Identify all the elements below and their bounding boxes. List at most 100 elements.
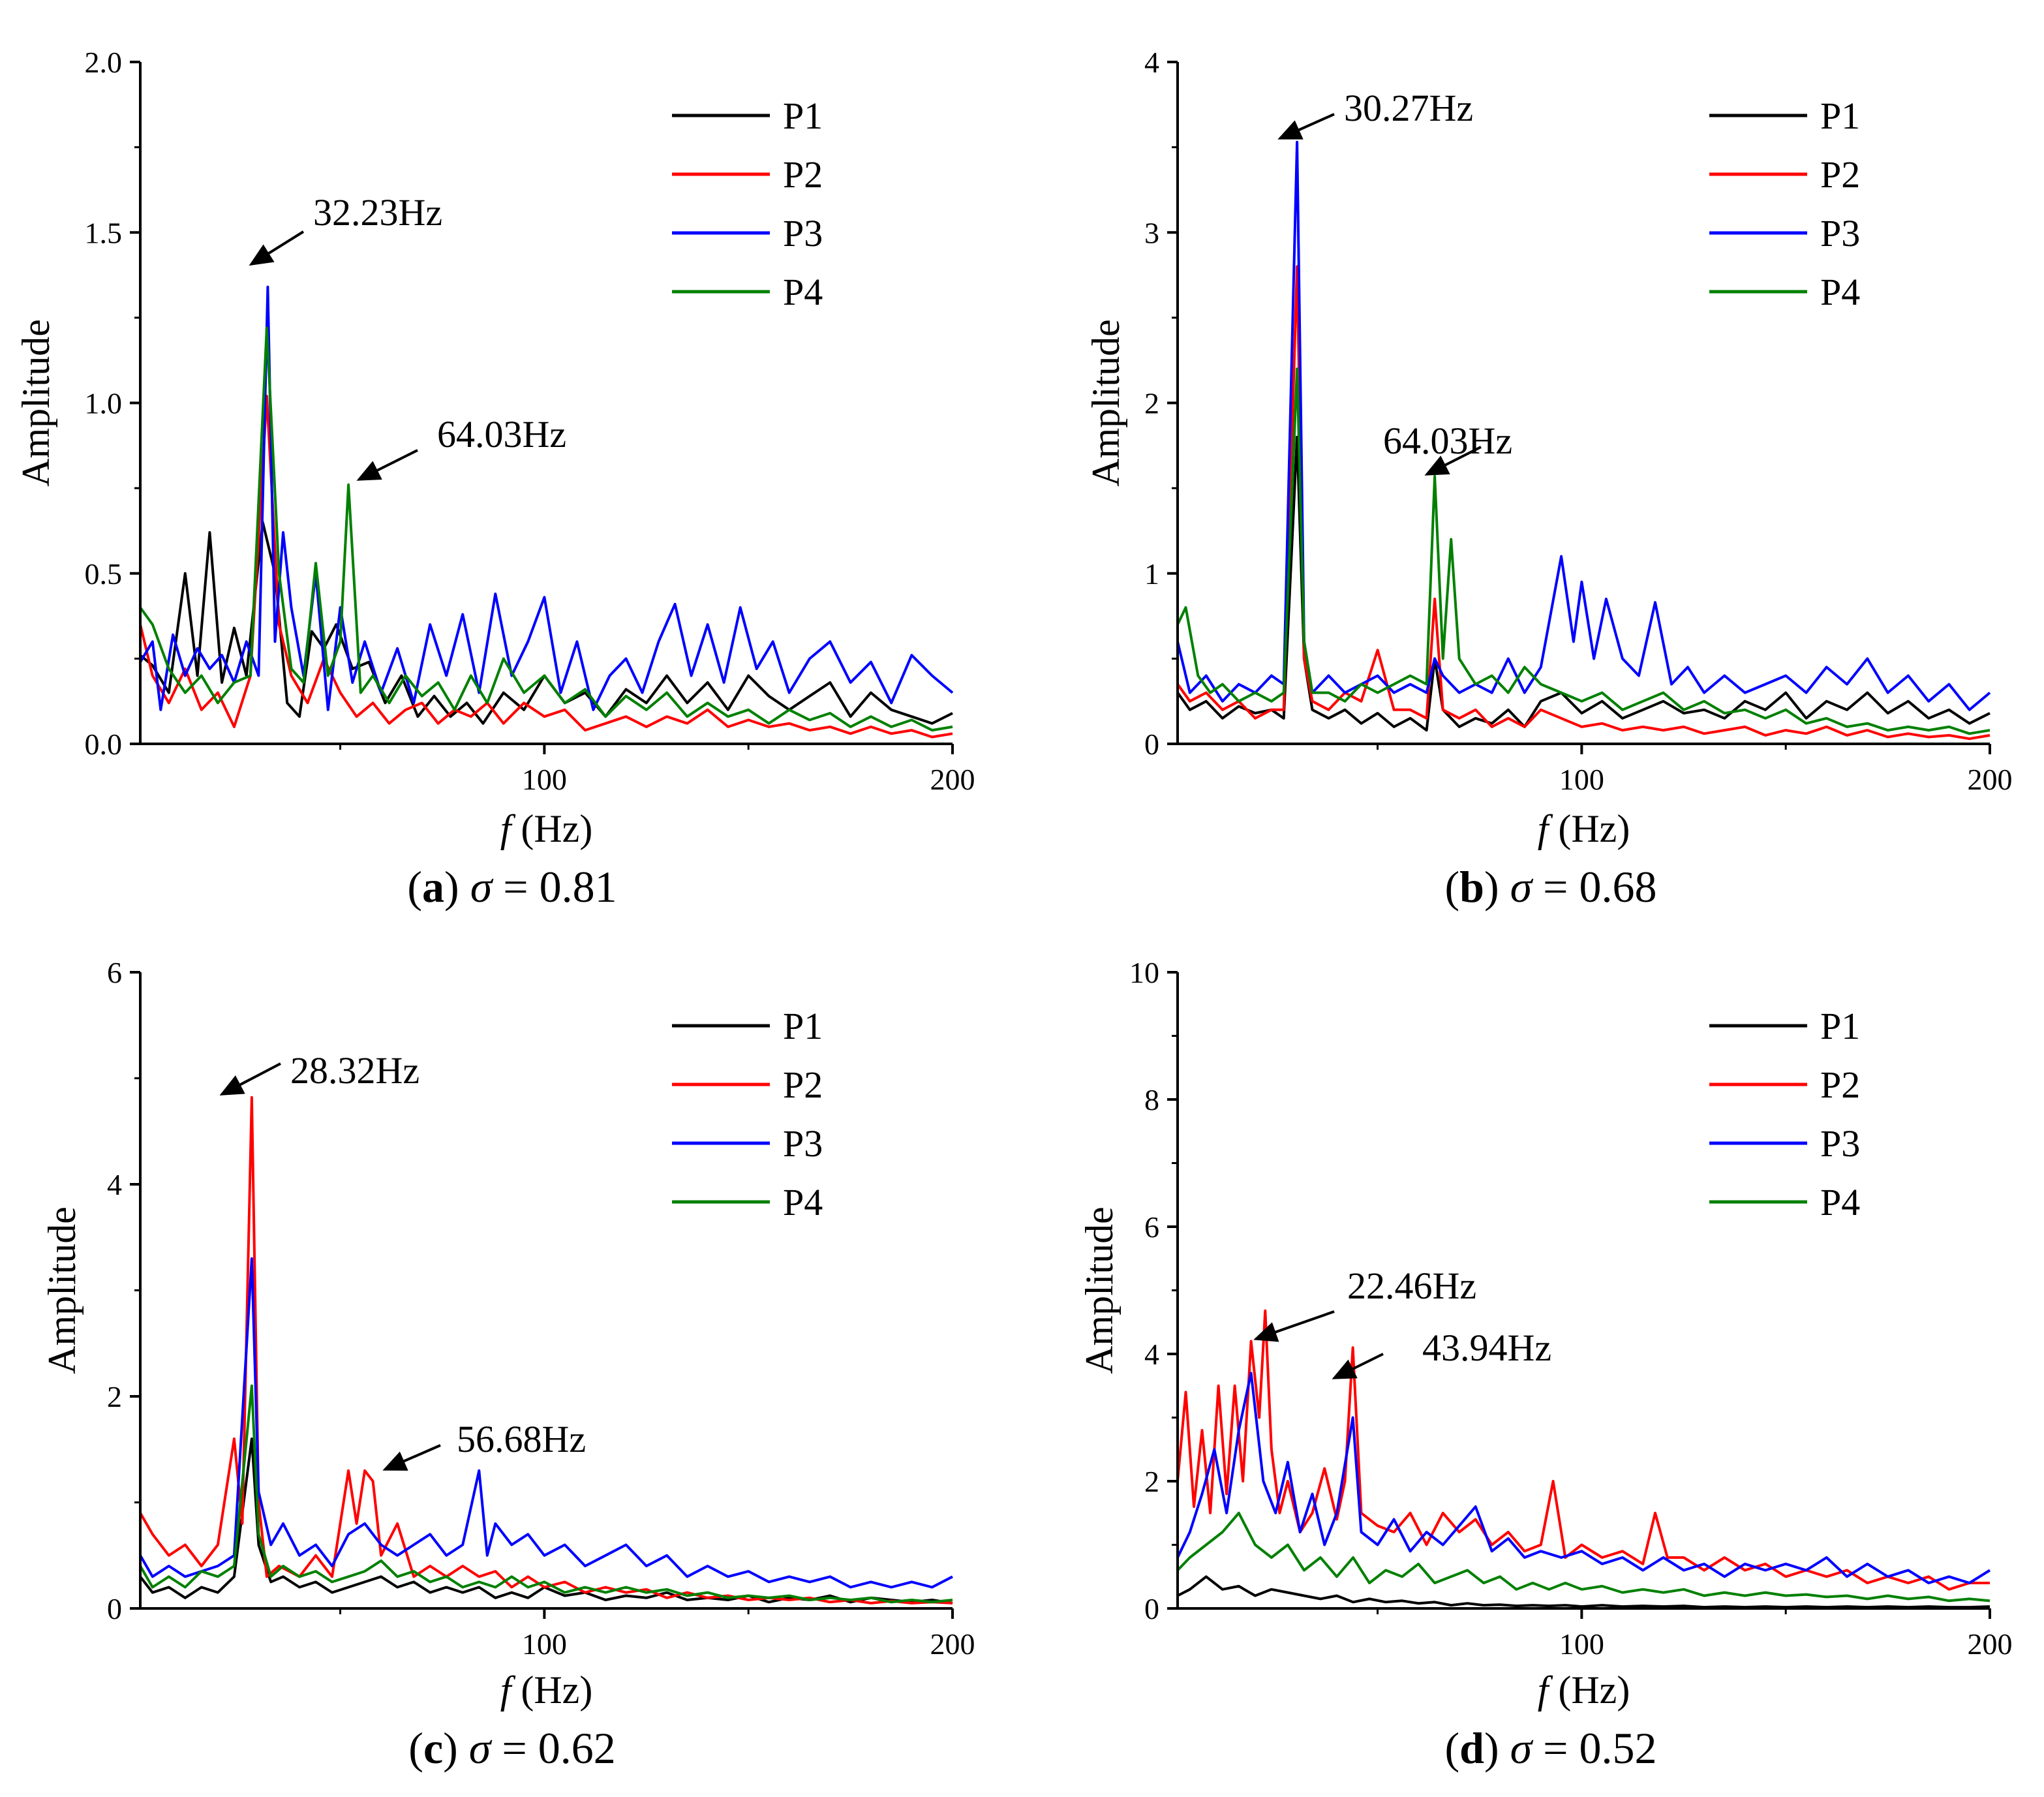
y-axis-label: Amplitude <box>40 1206 84 1374</box>
series-line-p3 <box>140 1257 953 1589</box>
series-line-p1 <box>140 1437 953 1605</box>
y-tick-label: 6 <box>107 956 122 989</box>
series-line-p4 <box>1178 367 1991 735</box>
y-tick-label: 0.5 <box>85 557 123 591</box>
x-tick-label: 100 <box>522 763 567 796</box>
x-axis-label: f (Hz) <box>500 1668 593 1712</box>
legend-label-p1: P1 <box>783 95 823 137</box>
legend-label-p3: P3 <box>783 1122 823 1165</box>
x-tick-label: 200 <box>1968 763 2013 796</box>
series-group <box>140 285 954 739</box>
y-tick-label: 0 <box>1144 1592 1159 1625</box>
annotation-label: 30.27Hz <box>1344 87 1473 129</box>
x-axis-label: f (Hz) <box>1538 1668 1630 1712</box>
y-tick-label: 2 <box>1144 1465 1159 1498</box>
annotation-label: 56.68Hz <box>457 1418 586 1460</box>
y-tick-label: 8 <box>1144 1083 1159 1116</box>
y-tick-label: 4 <box>107 1168 122 1201</box>
series-line-p3 <box>140 285 954 711</box>
annotation-arrow <box>1277 113 1335 140</box>
annotation-label: 28.32Hz <box>290 1049 419 1092</box>
series-line-p3 <box>1178 1372 1991 1584</box>
x-axis-label-unit: (Hz) <box>1548 1668 1630 1712</box>
legend-label-p4: P4 <box>783 271 823 313</box>
legend-label-p1: P1 <box>1820 1005 1860 1047</box>
legend-label-p1: P1 <box>783 1005 823 1047</box>
caption-d: (d) σ = 0.52 <box>1444 1723 1657 1773</box>
legend-label-p3: P3 <box>783 212 823 254</box>
y-tick-label: 2 <box>107 1380 122 1413</box>
legend-label-p1: P1 <box>1820 95 1860 137</box>
x-tick-label: 200 <box>930 763 975 796</box>
y-axis-label: Amplitude <box>1078 1206 1121 1374</box>
series-line-p1 <box>1178 435 1991 732</box>
x-axis-label-unit: (Hz) <box>1548 807 1630 850</box>
legend-label-p2: P2 <box>783 153 823 196</box>
x-axis-label: f (Hz) <box>1538 807 1630 850</box>
annotation-label: 43.94Hz <box>1422 1327 1551 1369</box>
y-tick-label: 0 <box>1144 728 1159 761</box>
y-tick-label: 1 <box>1144 557 1159 591</box>
legend-label-p2: P2 <box>1820 153 1860 196</box>
series-line-p2 <box>1178 265 1991 741</box>
series-group <box>1178 1309 1991 1608</box>
x-tick-label: 100 <box>1559 1627 1604 1661</box>
chart-panel-b: 0 1 2 3 4 100 200 Amplitude f (Hz) P1 P2 P3 P4 30.27H… <box>1084 46 2013 850</box>
legend-label-p2: P2 <box>783 1064 823 1106</box>
y-tick-label: 0.0 <box>85 728 123 761</box>
y-tick-label: 4 <box>1144 46 1159 79</box>
annotation-label: 64.03Hz <box>437 413 566 455</box>
legend-label-p4: P4 <box>1820 1181 1860 1223</box>
series-line-p4 <box>140 1384 953 1604</box>
chart-panel-a: 0.0 0.5 1.0 1.5 2.0 100 200 Amplitude f (Hz) P1 P2… <box>14 46 975 850</box>
series-line-p4 <box>1178 1511 1991 1603</box>
y-axis-label: Amplitude <box>14 319 57 487</box>
chart-panel-c: 0 2 4 6 100 200 Amplitude f (Hz) P1 P2 P3 P4 28.32Hz… <box>40 956 975 1712</box>
series-group <box>1178 140 1991 741</box>
y-tick-label: 10 <box>1129 956 1159 989</box>
y-tick-label: 2 <box>1144 387 1159 420</box>
x-axis-label-unit: (Hz) <box>511 1668 592 1712</box>
y-tick-label: 3 <box>1144 216 1159 249</box>
series-line-p1 <box>1178 1575 1991 1608</box>
y-tick-label: 2.0 <box>85 46 123 79</box>
series-line-p3 <box>1178 140 1991 711</box>
y-tick-label: 0 <box>107 1592 122 1625</box>
legend-label-p3: P3 <box>1820 1122 1860 1165</box>
annotation-arrow <box>356 449 418 481</box>
legend-label-p4: P4 <box>1820 271 1860 313</box>
legend-label-p4: P4 <box>783 1181 823 1223</box>
y-tick-label: 4 <box>1144 1338 1159 1371</box>
annotation-arrow <box>249 230 305 266</box>
x-tick-label: 200 <box>930 1627 975 1661</box>
caption-a: (a) σ = 0.81 <box>407 862 617 912</box>
annotation-label: 32.23Hz <box>313 191 442 234</box>
annotation-arrow <box>1424 446 1482 476</box>
y-tick-label: 6 <box>1144 1210 1159 1244</box>
chart-panel-d: 0 2 4 6 8 10 100 200 Amplitude f (Hz) P1 P2 P3 P4 22.4… <box>1078 956 2013 1712</box>
y-axis-label: Amplitude <box>1084 319 1127 487</box>
x-axis-label-unit: (Hz) <box>511 807 592 850</box>
x-axis-label: f (Hz) <box>500 807 593 850</box>
caption-b: (b) σ = 0.68 <box>1444 862 1657 912</box>
x-tick-label: 200 <box>1968 1627 2013 1661</box>
annotation-arrow <box>382 1444 441 1471</box>
annotation-label: 22.46Hz <box>1347 1265 1476 1307</box>
annotation-arrow <box>1332 1353 1384 1379</box>
x-tick-label: 100 <box>1559 763 1604 796</box>
series-line-p2 <box>140 395 953 739</box>
annotation-arrow <box>219 1062 281 1096</box>
annotation-arrow <box>1253 1310 1335 1342</box>
legend-label-p2: P2 <box>1820 1064 1860 1106</box>
caption-c: (c) σ = 0.62 <box>408 1723 616 1773</box>
series-line-p4 <box>140 326 953 732</box>
legend-label-p3: P3 <box>1820 212 1860 254</box>
y-tick-label: 1.5 <box>85 216 123 249</box>
y-tick-label: 1.0 <box>85 387 123 420</box>
annotation-label: 64.03Hz <box>1383 420 1512 462</box>
x-tick-label: 100 <box>522 1627 567 1661</box>
series-line-p2 <box>1178 1309 1990 1591</box>
series-line-p2 <box>140 1096 953 1605</box>
series-group <box>140 1096 953 1605</box>
